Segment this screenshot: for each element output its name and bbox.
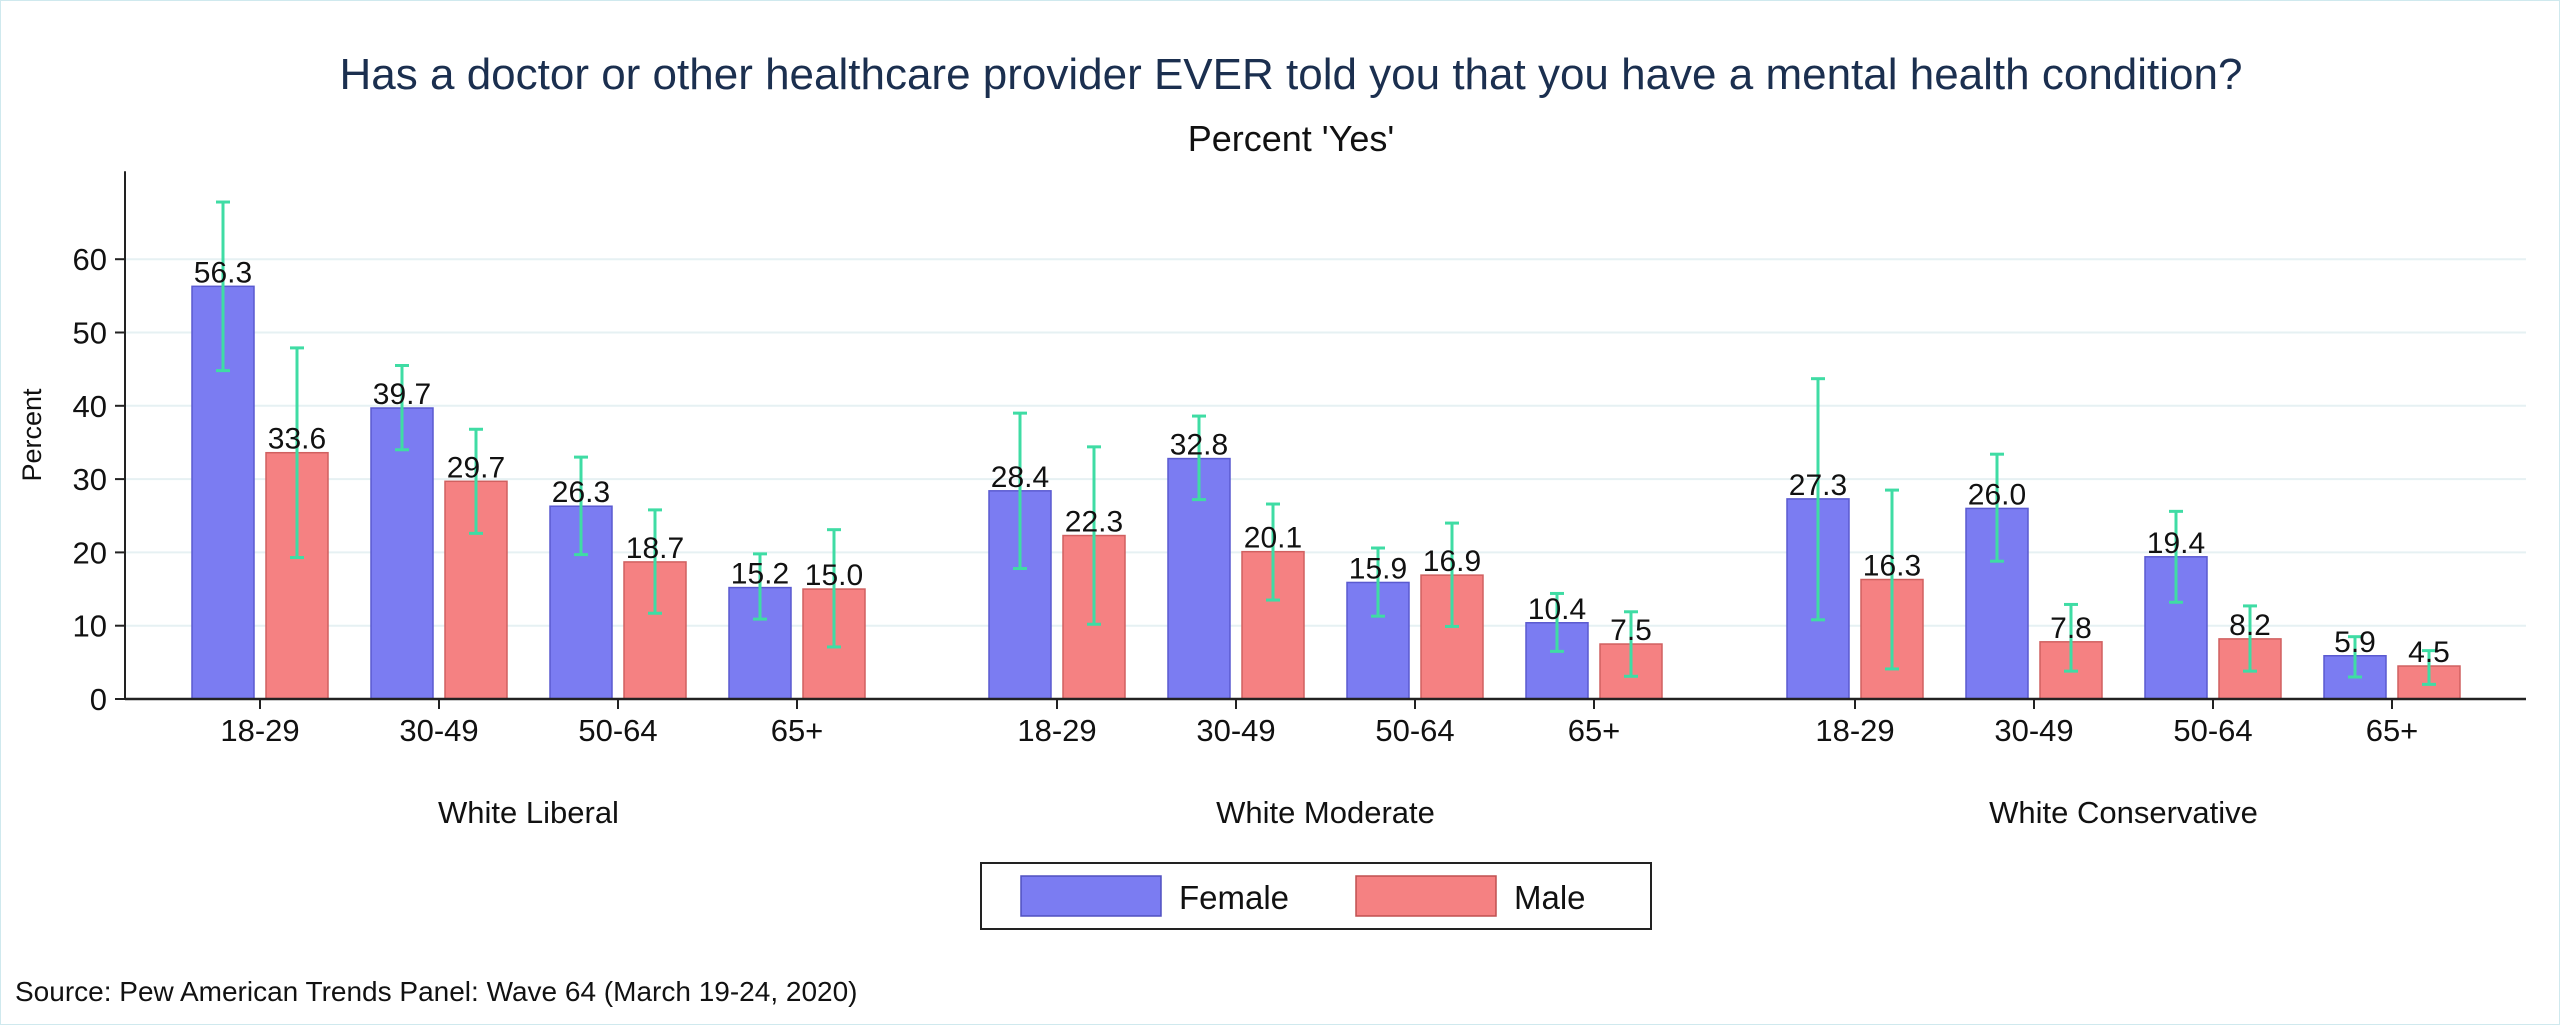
chart-title: Has a doctor or other healthcare provide…: [340, 50, 2243, 99]
data-label-male: 4.5: [2408, 636, 2450, 669]
data-label-female: 56.3: [194, 256, 252, 289]
legend-swatch-female: [1020, 875, 1162, 917]
data-label-female: 26.3: [552, 476, 610, 509]
y-tick-label: 10: [73, 609, 107, 644]
data-label-male: 15.0: [805, 559, 863, 592]
data-label-male: 8.2: [2229, 609, 2271, 642]
legend: Female Male: [980, 862, 1652, 930]
data-label-female: 10.4: [1528, 593, 1586, 626]
x-tick-label: 50-64: [2173, 713, 2252, 748]
x-tick-label: 30-49: [1196, 713, 1275, 748]
data-label-male: 33.6: [268, 423, 326, 456]
x-tick-label: 18-29: [220, 713, 299, 748]
data-label-female: 19.4: [2147, 527, 2205, 560]
chart-subtitle: Percent 'Yes': [1188, 118, 1395, 159]
data-label-female: 39.7: [373, 378, 431, 411]
data-label-female: 27.3: [1789, 469, 1847, 502]
data-label-female: 32.8: [1170, 429, 1228, 462]
data-label-male: 22.3: [1065, 506, 1123, 539]
data-label-male: 29.7: [447, 451, 505, 484]
data-label-male: 7.8: [2050, 612, 2092, 645]
y-axis-label: Percent: [17, 388, 47, 482]
group-label: White Conservative: [1989, 795, 2258, 830]
data-label-female: 28.4: [991, 461, 1049, 494]
legend-swatch-male: [1355, 875, 1497, 917]
y-tick-label: 0: [90, 682, 107, 717]
data-label-female: 15.9: [1349, 552, 1407, 585]
data-label-female: 5.9: [2334, 626, 2376, 659]
legend-label-male: Male: [1514, 879, 1586, 916]
x-tick-label: 65+: [771, 713, 824, 748]
x-tick-label: 65+: [2366, 713, 2419, 748]
x-tick-label: 30-49: [1994, 713, 2073, 748]
x-tick-label: 50-64: [1375, 713, 1454, 748]
data-label-male: 20.1: [1244, 522, 1302, 555]
x-tick-label: 18-29: [1017, 713, 1096, 748]
bar-female: [370, 407, 434, 700]
data-label-male: 16.9: [1423, 545, 1481, 578]
data-label-female: 15.2: [731, 558, 789, 591]
y-tick-label: 50: [73, 316, 107, 351]
data-label-female: 26.0: [1968, 478, 2026, 511]
data-label-male: 18.7: [626, 532, 684, 565]
x-tick-label: 50-64: [578, 713, 657, 748]
data-label-male: 16.3: [1863, 550, 1921, 583]
y-tick-label: 40: [73, 389, 107, 424]
group-label: White Moderate: [1216, 795, 1435, 830]
y-tick-label: 60: [73, 242, 107, 277]
legend-label-female: Female: [1179, 879, 1289, 916]
y-tick-label: 20: [73, 535, 107, 570]
x-tick-label: 30-49: [399, 713, 478, 748]
data-label-male: 7.5: [1610, 614, 1652, 647]
x-tick-label: 65+: [1568, 713, 1621, 748]
y-tick-label: 30: [73, 462, 107, 497]
group-label: White Liberal: [438, 795, 619, 830]
source-note: Source: Pew American Trends Panel: Wave …: [15, 976, 858, 1007]
x-tick-label: 18-29: [1815, 713, 1894, 748]
